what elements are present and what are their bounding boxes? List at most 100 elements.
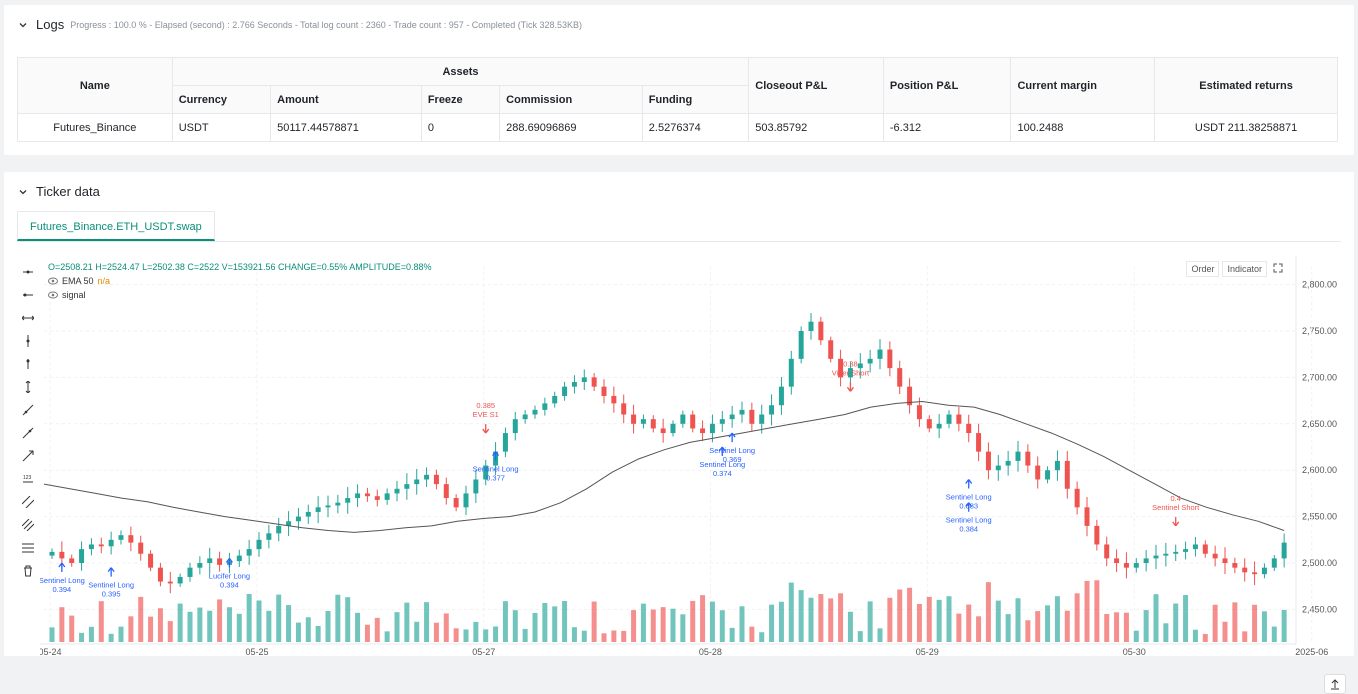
- horizontal-ray-icon[interactable]: [18, 283, 38, 306]
- chevron-down-icon[interactable]: [18, 20, 28, 30]
- ray-icon[interactable]: [18, 421, 38, 444]
- volume-bar: [887, 597, 893, 642]
- chevron-down-icon[interactable]: [18, 187, 28, 197]
- returns-header: Estimated returns: [1154, 57, 1338, 114]
- eye-icon[interactable]: [48, 277, 58, 285]
- chart-canvas[interactable]: 2,450.00 2,500.00 2,550.00 2,600.00 2,650.00…: [38, 256, 1354, 657]
- horizontal-line-icon[interactable]: [18, 260, 38, 283]
- ema50-line: [43, 400, 1285, 533]
- candle-body: [1133, 563, 1139, 568]
- candle-body: [769, 405, 775, 415]
- volume-bar: [414, 621, 420, 642]
- x-tick-label: 05-30: [1123, 647, 1146, 656]
- fib-retracement-icon[interactable]: [18, 536, 38, 559]
- trash-icon[interactable]: [18, 559, 38, 582]
- volume-bar: [463, 629, 469, 642]
- ohlc-readout: O=2508.21 H=2524.47 L=2502.38 C=2522 V=1…: [48, 262, 432, 272]
- volume-bar: [621, 630, 627, 642]
- volume-bar: [404, 602, 410, 642]
- y-tick-label: 2,650.00: [1302, 419, 1337, 429]
- volume-bar: [1015, 598, 1021, 642]
- candle-body: [1232, 563, 1238, 568]
- cell-margin: 100.2488: [1010, 113, 1156, 142]
- volume-bar: [522, 628, 528, 642]
- volume-bar: [976, 616, 982, 642]
- volume-bar: [98, 601, 104, 642]
- ticker-header[interactable]: Ticker data: [18, 184, 100, 199]
- candle-body: [660, 428, 666, 434]
- candle-body: [857, 363, 863, 369]
- vertical-extended-icon[interactable]: [18, 375, 38, 398]
- candle-body: [128, 535, 134, 543]
- candle-body: [256, 539, 262, 550]
- volume-bar: [118, 626, 124, 642]
- price-chart[interactable]: 2,450.00 2,500.00 2,550.00 2,600.00 2,650.00…: [38, 256, 1354, 694]
- y-tick-label: 2,700.00: [1302, 372, 1337, 382]
- volume-bar: [1123, 612, 1129, 642]
- name-header: Name: [17, 57, 173, 114]
- candle-body: [138, 542, 144, 554]
- candle-body: [700, 428, 706, 434]
- volume-bar: [493, 626, 499, 642]
- y-tick-label: 2,450.00: [1302, 604, 1337, 614]
- volume-bar: [197, 607, 203, 642]
- eye-icon[interactable]: [48, 291, 58, 299]
- signal-arrow: [728, 432, 736, 443]
- order-button[interactable]: Order: [1186, 261, 1220, 277]
- signal-arrow: [482, 424, 490, 434]
- volume-bar: [532, 612, 538, 642]
- table-row: Futures_Binance USDT 50117.44578871 0 28…: [17, 113, 1338, 142]
- volume-bar: [88, 626, 94, 642]
- ticker-panel: Ticker data Futures_Binance.ETH_USDT.swa…: [4, 172, 1354, 694]
- volume-bar: [1153, 594, 1159, 642]
- currency-header: Currency: [171, 85, 272, 114]
- volume-bar: [177, 603, 183, 642]
- freeze-header: Freeze: [420, 85, 501, 114]
- candle-body: [897, 368, 903, 387]
- price-label-icon[interactable]: 123: [18, 467, 38, 490]
- ema-legend[interactable]: EMA 50 n/a: [48, 274, 432, 288]
- arrow-line-icon[interactable]: [18, 444, 38, 467]
- signal-legend[interactable]: signal: [48, 288, 432, 302]
- volume-bar: [1035, 611, 1041, 642]
- indicator-button[interactable]: Indicator: [1222, 261, 1267, 277]
- scroll-to-latest-button[interactable]: [1324, 674, 1346, 694]
- extended-line-icon[interactable]: [18, 306, 38, 329]
- logs-header[interactable]: Logs Progress : 100.0 % - Elapsed (secon…: [18, 17, 582, 32]
- signal-label: Sentinel Long: [88, 581, 134, 590]
- trend-line-icon[interactable]: [18, 398, 38, 421]
- candle-body: [532, 409, 538, 415]
- parallel-channel-icon[interactable]: [18, 490, 38, 513]
- chart-legend: O=2508.21 H=2524.47 L=2502.38 C=2522 V=1…: [48, 260, 432, 302]
- candle-body: [236, 555, 242, 562]
- volume-bar: [670, 608, 676, 642]
- candle-body: [1104, 544, 1110, 559]
- tab-eth-usdt-swap[interactable]: Futures_Binance.ETH_USDT.swap: [17, 211, 215, 241]
- candle-body: [709, 423, 715, 434]
- y-tick-label: 2,600.00: [1302, 465, 1337, 475]
- volume-bar: [1025, 620, 1031, 642]
- fullscreen-icon[interactable]: [1270, 261, 1286, 277]
- ticker-title: Ticker data: [36, 184, 100, 199]
- candle-body: [384, 493, 390, 500]
- candle-body: [49, 551, 55, 556]
- candle-body: [877, 349, 883, 359]
- candle-body: [1192, 544, 1198, 550]
- candle-body: [591, 377, 597, 387]
- volume-bar: [1281, 609, 1287, 642]
- candle-body: [1183, 549, 1189, 552]
- candle-body: [1035, 465, 1041, 480]
- volume-bar: [49, 627, 55, 642]
- volume-bar: [729, 627, 735, 642]
- candle-body: [108, 539, 114, 547]
- volume-bar: [591, 601, 597, 642]
- cell-currency: USDT: [171, 113, 272, 142]
- fib-channel-icon[interactable]: [18, 513, 38, 536]
- vertical-line-icon[interactable]: [18, 329, 38, 352]
- volume-bar: [660, 607, 666, 642]
- vertical-segment-icon[interactable]: [18, 352, 38, 375]
- signal-value: 0.394: [52, 585, 71, 594]
- volume-bar: [1064, 610, 1070, 642]
- candle-body: [759, 414, 765, 424]
- volume-bar: [808, 597, 814, 642]
